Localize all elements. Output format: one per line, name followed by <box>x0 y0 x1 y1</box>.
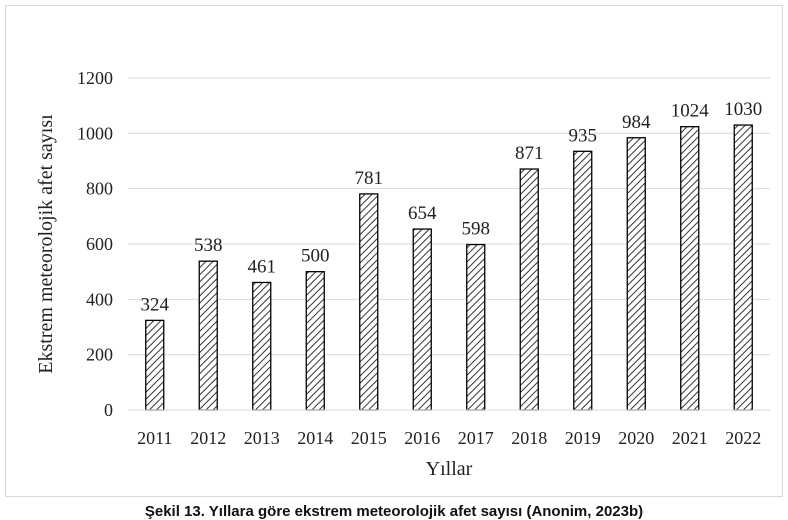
x-tick-label-2021: 2021 <box>672 428 708 448</box>
x-tick-label-2012: 2012 <box>190 428 226 448</box>
chart-frame <box>5 5 783 497</box>
x-tick-label-2015: 2015 <box>351 428 387 448</box>
data-labels: 324 538 461 500 781 654 598 871 935 984 1024 1030 <box>141 99 763 315</box>
x-tick-label-2014: 2014 <box>297 428 333 448</box>
data-label-2011: 324 <box>141 294 170 315</box>
x-tick-label-2020: 2020 <box>618 428 654 448</box>
bar-2016 <box>412 228 432 411</box>
bars <box>145 124 753 411</box>
y-axis-ticks: 0 200 400 600 800 1000 1200 <box>77 68 113 420</box>
x-tick-label-2022: 2022 <box>725 428 761 448</box>
bar-2013 <box>252 281 272 411</box>
bar-2022 <box>733 124 753 411</box>
y-tick-label: 0 <box>104 400 113 420</box>
y-axis-title: Ekstrem meteorolojik afet sayısı <box>35 114 57 374</box>
figure-caption: Şekil 13. Yıllara göre ekstrem meteorolo… <box>144 503 644 520</box>
x-tick-label-2016: 2016 <box>404 428 440 448</box>
bar-2021 <box>680 126 700 411</box>
data-label-2022: 1030 <box>724 99 762 120</box>
bar-chart: 0 200 400 600 800 1000 1200 324 538 461 500 781 654… <box>35 68 770 480</box>
y-tick-label: 600 <box>86 234 113 254</box>
data-label-2017: 598 <box>462 219 491 240</box>
bar-2019 <box>573 150 593 411</box>
x-tick-label-2019: 2019 <box>565 428 601 448</box>
data-label-2020: 984 <box>622 112 651 133</box>
y-tick-label: 400 <box>86 289 113 309</box>
data-label-2014: 500 <box>301 246 330 267</box>
bar-2018 <box>519 168 539 411</box>
y-tick-label: 1000 <box>77 123 113 143</box>
gridlines <box>128 77 770 356</box>
bar-2015 <box>359 193 379 411</box>
data-label-2016: 654 <box>408 203 437 224</box>
x-tick-label-2011: 2011 <box>137 428 172 448</box>
bar-2014 <box>305 271 325 411</box>
x-axis-ticks: 2011 2012 2013 2014 2015 2016 2017 2018 2019 2020… <box>137 428 761 448</box>
data-label-2018: 871 <box>515 143 544 164</box>
bar-2012 <box>198 260 218 411</box>
y-tick-label: 200 <box>86 345 113 365</box>
bar-2017 <box>466 243 486 411</box>
bar-2020 <box>626 137 646 411</box>
data-label-2015: 781 <box>355 168 384 189</box>
bar-2011 <box>145 319 165 411</box>
x-tick-label-2017: 2017 <box>458 428 494 448</box>
x-tick-label-2013: 2013 <box>244 428 280 448</box>
x-tick-label-2018: 2018 <box>511 428 547 448</box>
x-axis-title: Yıllar <box>426 458 473 480</box>
data-label-2013: 461 <box>248 256 277 277</box>
y-tick-label: 1200 <box>77 68 113 88</box>
y-tick-label: 800 <box>86 179 113 199</box>
data-label-2012: 538 <box>194 235 223 256</box>
data-label-2021: 1024 <box>671 101 710 122</box>
data-label-2019: 935 <box>569 125 598 146</box>
